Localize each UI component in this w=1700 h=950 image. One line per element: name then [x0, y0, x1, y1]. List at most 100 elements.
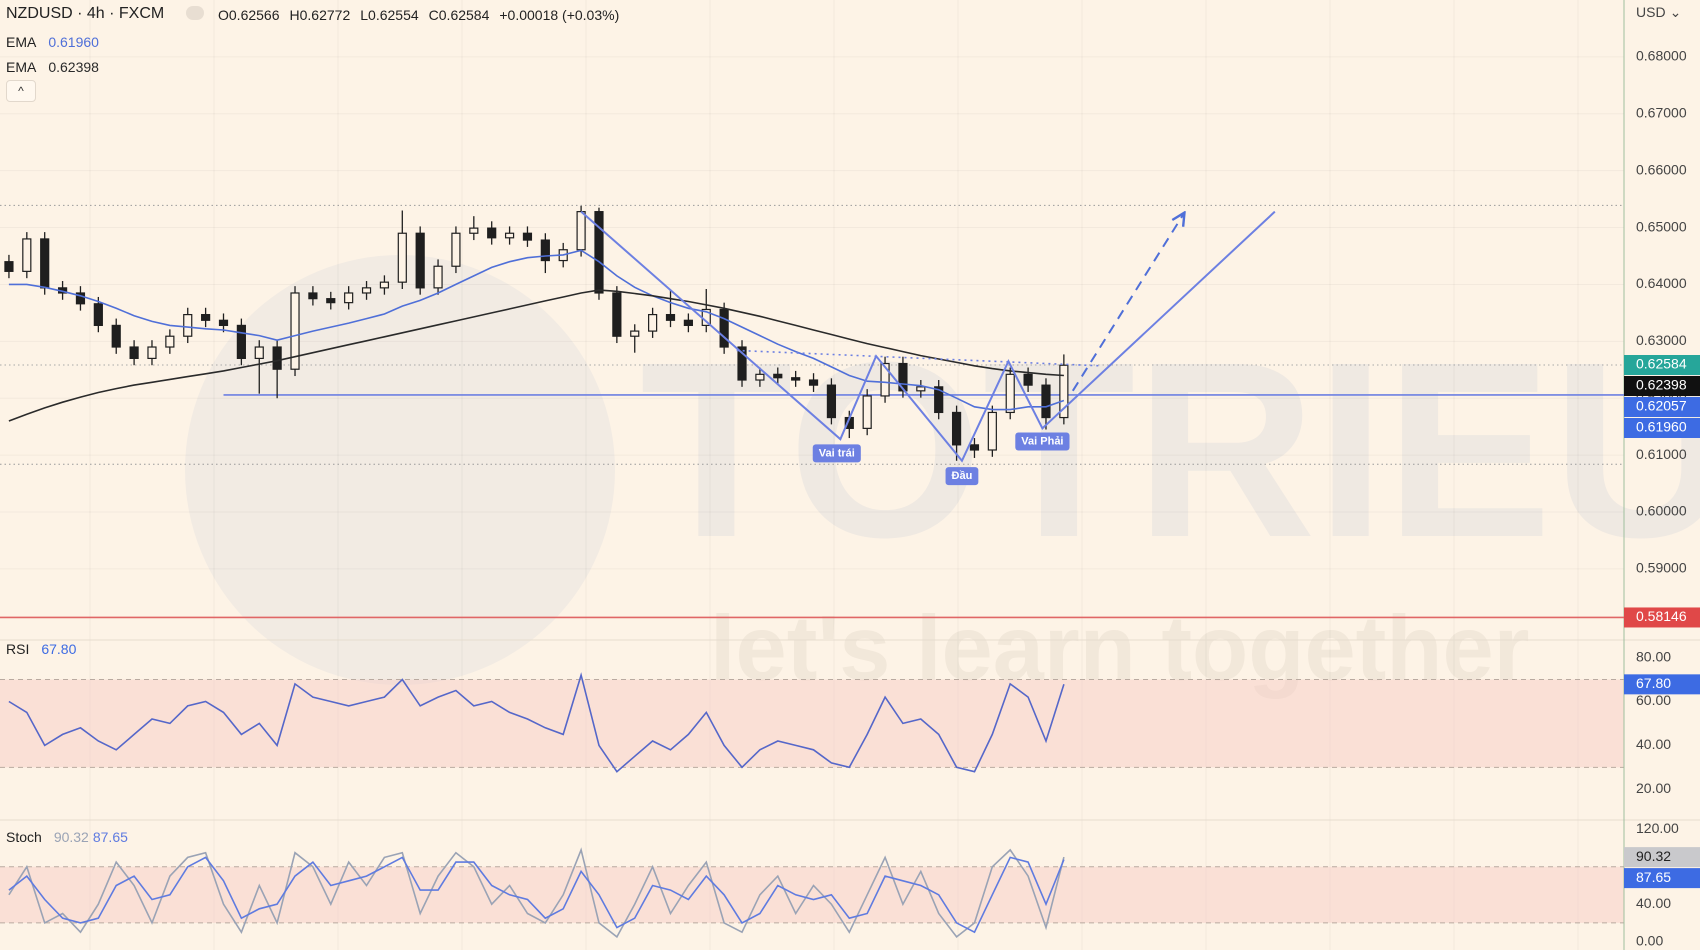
candle-body — [308, 292, 318, 300]
series-line — [8, 856, 1065, 934]
ema-legend: EMA 0.61960 EMA 0.62398 — [6, 30, 103, 80]
stoch-legend: Stoch 90.32 87.65 — [6, 829, 132, 845]
watermark-logo — [185, 255, 615, 685]
candle-body — [379, 281, 390, 289]
legend-name: EMA — [6, 34, 37, 50]
candle-body — [1041, 384, 1051, 419]
annotation-text: Vai trái — [819, 447, 855, 459]
candle-body — [576, 211, 586, 251]
candle-body — [22, 238, 32, 272]
annotation-box — [945, 467, 979, 486]
band — [0, 866, 1624, 923]
price-badge-label: 90.32 — [1636, 848, 1671, 864]
candle-body — [326, 298, 336, 304]
price-badge-label: 0.62398 — [1636, 377, 1687, 393]
change: +0.00018 (+0.03%) — [499, 7, 620, 23]
watermark-tagline: let's learn together — [710, 597, 1529, 699]
ohlc-item: L0.62554 — [360, 7, 422, 23]
price-badge-label: 0.62584 — [1636, 356, 1687, 372]
currency[interactable]: USD ⌄ — [1636, 4, 1682, 20]
y-tick-label: 0.61000 — [1636, 446, 1687, 462]
price-badge-label: 67.80 — [1636, 675, 1671, 691]
pattern-drawing — [736, 349, 1100, 367]
candle-body — [183, 313, 193, 337]
candle-body — [361, 287, 372, 294]
price-badge — [1624, 396, 1700, 417]
legend-name: Stoch — [6, 829, 42, 845]
watermark-text: TOTRIEU — [640, 310, 1700, 589]
price-badge — [1624, 868, 1700, 889]
candle-body — [880, 362, 890, 397]
candle-body — [344, 292, 354, 304]
candle-body — [218, 319, 229, 327]
candle-body — [1059, 364, 1069, 419]
rsi-legend: RSI 67.80 — [6, 641, 80, 657]
candle-body — [111, 324, 121, 348]
candle-body — [916, 386, 926, 392]
candle-body — [236, 324, 246, 360]
candle-body — [987, 411, 997, 451]
ohlc-key: L — [360, 7, 369, 23]
ema-row: EMA 0.62398 — [6, 55, 103, 80]
y-tick-label: 0.65000 — [1636, 218, 1687, 234]
price-badge-label: 87.65 — [1636, 869, 1671, 885]
price-badge-label: 0.58146 — [1636, 608, 1687, 624]
candle-body — [4, 261, 14, 272]
ohlc-value: 0.62584 — [438, 7, 490, 23]
series-line — [8, 847, 1065, 939]
legend-value: 0.61960 — [48, 34, 99, 50]
series-line — [8, 289, 1064, 422]
ohlc-item: H0.62772 — [290, 7, 355, 23]
candle-body — [826, 384, 837, 419]
y-tick-label: 20.00 — [1636, 780, 1671, 796]
candle-body — [594, 211, 604, 294]
y-tick-label: 0.60000 — [1636, 503, 1687, 519]
candle-body — [201, 313, 211, 321]
band — [0, 679, 1624, 768]
candle-body — [522, 232, 533, 241]
candle-body — [272, 346, 282, 370]
y-tick-label: 40.00 — [1636, 895, 1671, 911]
candle-body — [415, 232, 425, 289]
annotation-text: Đầu — [952, 470, 973, 482]
y-tick-label: 120.00 — [1636, 820, 1679, 836]
collapse-button[interactable]: ^ — [6, 80, 36, 102]
series-line — [8, 249, 1065, 411]
symbol-title: NZDUSD · 4h · FXCM — [6, 5, 165, 22]
price-badge — [1624, 847, 1700, 868]
status-dot — [186, 6, 204, 20]
y-tick-label: 80.00 — [1636, 648, 1671, 664]
candle-body — [165, 335, 175, 348]
y-tick-label: 0.64000 — [1636, 275, 1687, 291]
candle-body — [487, 227, 497, 239]
candle-body — [129, 346, 139, 359]
candle-body — [969, 444, 980, 451]
ohlc-key: C — [428, 7, 439, 23]
candle-body — [540, 239, 550, 262]
annotation-box — [1015, 432, 1070, 451]
candle-body — [397, 232, 407, 283]
price-badge — [1624, 417, 1700, 438]
price-badge-label: 0.61960 — [1636, 419, 1687, 435]
candle-body — [451, 232, 461, 267]
y-tick-label: 0.68000 — [1636, 48, 1687, 64]
ohlc-key: O — [218, 7, 229, 23]
annotation-box — [812, 444, 861, 463]
candle-body — [737, 346, 747, 381]
legend-value: 90.32 — [53, 829, 89, 845]
y-tick-label: 60.00 — [1636, 692, 1671, 708]
candle-body — [773, 373, 783, 379]
legend-name: RSI — [6, 641, 30, 657]
candle-body — [40, 238, 50, 289]
y-tick-label: 0.00 — [1636, 932, 1663, 948]
legend-value: 0.62398 — [48, 59, 99, 75]
ohlc-row: O0.62566 H0.62772 L0.62554 C0.62584 +0.00018… — [218, 7, 623, 23]
pattern-drawing — [1071, 214, 1184, 392]
price-badge — [1624, 375, 1700, 396]
annotation-text: Vai Phải — [1021, 435, 1063, 447]
candle-body — [1023, 373, 1033, 386]
candle-body — [719, 308, 729, 348]
price-badge-label: 0.62057 — [1636, 398, 1687, 414]
candle-body — [951, 411, 962, 446]
